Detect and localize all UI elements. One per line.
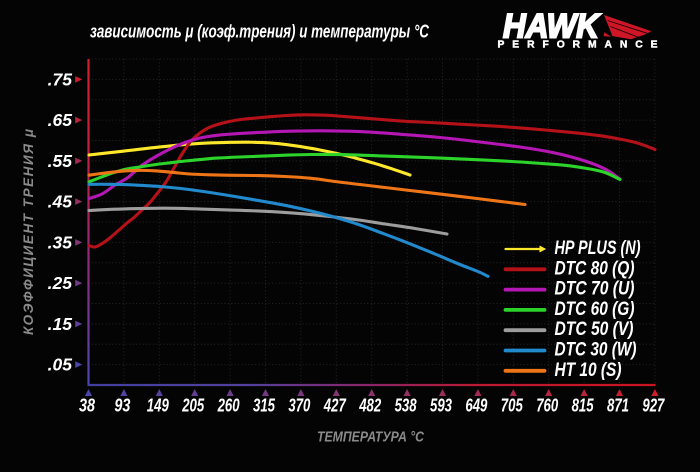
svg-text:DTC 70 (U): DTC 70 (U) xyxy=(555,279,635,300)
svg-text:760: 760 xyxy=(536,395,558,415)
svg-text:.05: .05 xyxy=(48,355,73,375)
svg-text:HP PLUS (N): HP PLUS (N) xyxy=(555,238,641,259)
svg-text:593: 593 xyxy=(430,395,452,415)
svg-text:DTC 60 (G): DTC 60 (G) xyxy=(555,299,635,320)
svg-text:871: 871 xyxy=(607,395,629,415)
svg-text:427: 427 xyxy=(323,395,346,415)
svg-text:149: 149 xyxy=(147,395,169,415)
svg-text:370: 370 xyxy=(288,395,310,415)
svg-text:.65: .65 xyxy=(48,110,73,130)
svg-text:93: 93 xyxy=(114,395,130,415)
svg-text:зависимость μ (коэф.трения) и: зависимость μ (коэф.трения) и температур… xyxy=(90,20,429,41)
svg-text:649: 649 xyxy=(465,395,487,415)
svg-text:DTC 30 (W): DTC 30 (W) xyxy=(555,340,637,361)
svg-text:927: 927 xyxy=(642,395,665,415)
svg-text:.35: .35 xyxy=(48,232,73,252)
svg-text:315: 315 xyxy=(253,395,276,415)
svg-text:538: 538 xyxy=(395,395,417,415)
svg-text:ТЕМПЕРАТУРА °C: ТЕМПЕРАТУРА °C xyxy=(317,429,425,446)
svg-text:DTC 50 (V): DTC 50 (V) xyxy=(555,319,634,340)
svg-text:.45: .45 xyxy=(48,192,73,212)
svg-text:815: 815 xyxy=(572,395,595,415)
svg-text:HT 10 (S): HT 10 (S) xyxy=(555,360,622,381)
svg-text:DTC 80 (Q): DTC 80 (Q) xyxy=(555,258,635,279)
svg-text:260: 260 xyxy=(217,395,240,415)
svg-text:.25: .25 xyxy=(48,273,73,293)
svg-text:PERFORMANCE: PERFORMANCE xyxy=(498,40,658,51)
svg-text:482: 482 xyxy=(358,395,381,415)
svg-text:.55: .55 xyxy=(48,151,73,171)
svg-text:КОЭФФИЦИЕНТ ТРЕНИЯ μ: КОЭФФИЦИЕНТ ТРЕНИЯ μ xyxy=(21,129,36,335)
svg-text:HAWK: HAWK xyxy=(503,8,601,46)
svg-text:.75: .75 xyxy=(48,69,73,89)
svg-text:705: 705 xyxy=(501,395,524,415)
svg-text:.15: .15 xyxy=(48,314,73,334)
svg-text:38: 38 xyxy=(79,395,95,415)
svg-text:205: 205 xyxy=(181,395,204,415)
